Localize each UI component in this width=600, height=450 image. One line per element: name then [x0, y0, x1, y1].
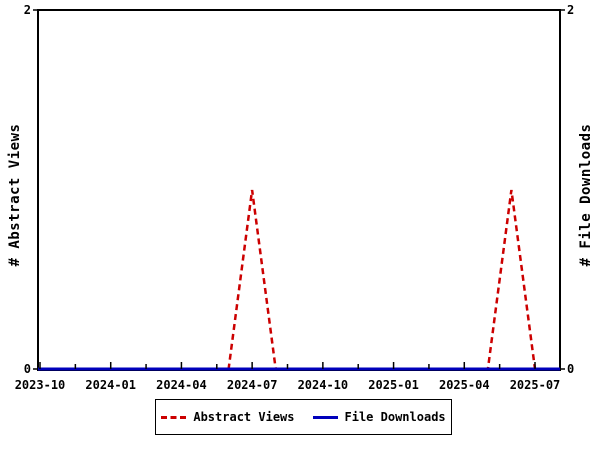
y-right-tick-label: 2: [567, 3, 574, 17]
legend-item-abstract-views: Abstract Views: [161, 410, 295, 424]
y-axis-label-right: # File Downloads: [578, 123, 594, 267]
y-right-tick-label: 0: [567, 362, 574, 376]
x-tick-label: 2024-04: [156, 378, 207, 392]
legend-item-file-downloads: File Downloads: [312, 410, 446, 424]
y-axis-label-left: # Abstract Views: [7, 123, 23, 267]
x-tick-label: 2024-07: [227, 378, 278, 392]
x-tick-label: 2024-10: [298, 378, 349, 392]
legend-label-file-downloads: File Downloads: [344, 410, 446, 424]
plot-border: [37, 9, 561, 371]
legend-label-abstract-views: Abstract Views: [193, 410, 295, 424]
legend-line-abstract-views: [161, 415, 187, 419]
x-tick-label: 2025-01: [368, 378, 419, 392]
legend-line-file-downloads: [312, 415, 338, 419]
x-tick-label: 2025-04: [439, 378, 490, 392]
x-tick-label: 2025-07: [510, 378, 561, 392]
x-tick-label: 2024-01: [85, 378, 136, 392]
legend-box: Abstract Views File Downloads: [155, 399, 452, 435]
series-abstract-views: [38, 189, 560, 371]
y-left-tick-label: 2: [24, 3, 31, 17]
x-tick-label: 2023-10: [15, 378, 66, 392]
y-left-tick-label: 0: [24, 362, 31, 376]
